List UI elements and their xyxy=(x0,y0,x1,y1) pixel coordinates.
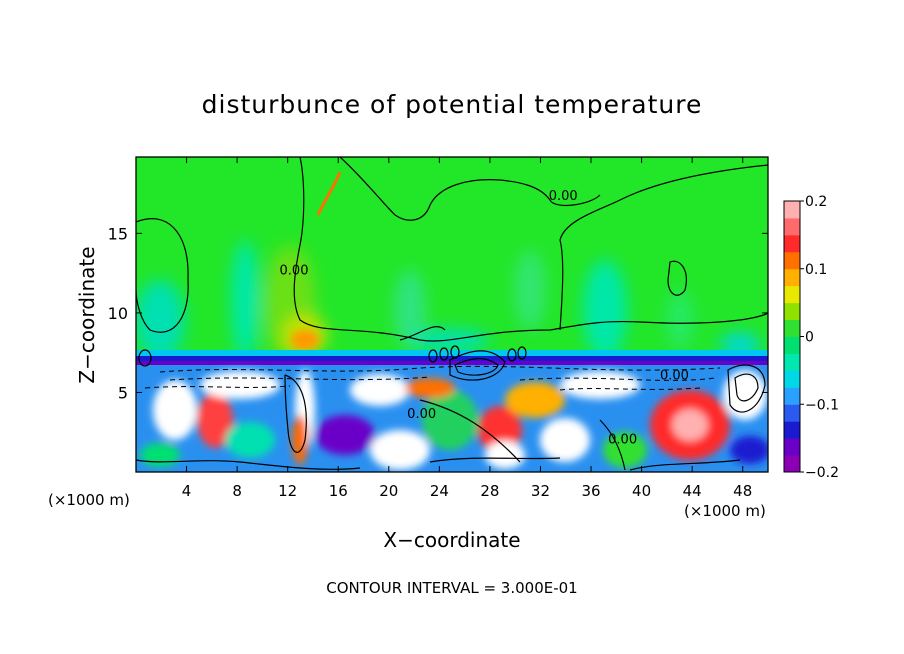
colorbar-tick-label: 0.2 xyxy=(805,194,827,210)
x-tick-label: 32 xyxy=(531,482,550,500)
y-tick-label: 5 xyxy=(118,383,128,402)
y-axis-ticks: 5 10 15 xyxy=(108,224,768,402)
x-unit-left: (×1000 m) xyxy=(48,491,130,509)
contour-label: 0.00 xyxy=(280,264,309,279)
y-tick-label: 15 xyxy=(108,224,128,243)
contour-ovals xyxy=(138,345,527,367)
x-tick-label: 8 xyxy=(232,482,242,500)
warm-core xyxy=(291,330,319,350)
y-axis-label: Z−coordinate xyxy=(75,246,99,383)
colorbar-swatch xyxy=(784,387,800,405)
plot-frame xyxy=(135,156,769,473)
x-tick-label: 36 xyxy=(581,482,600,500)
contour-interval-note: CONTOUR INTERVAL = 3.000E-01 xyxy=(326,579,577,597)
colorbar-swatch xyxy=(784,404,800,422)
x-unit-right: (×1000 m) xyxy=(684,502,766,520)
colorbar-swatch xyxy=(784,370,800,388)
contour-label: 0.00 xyxy=(660,369,689,384)
x-axis-ticks: 4 8 12 16 20 24 28 32 36 40 44 48 xyxy=(182,157,752,500)
y-tick-label: 10 xyxy=(108,304,128,323)
contour-label: 0.00 xyxy=(549,189,578,204)
colorbar-swatch xyxy=(784,268,800,287)
colorbar-swatch xyxy=(784,251,800,270)
colorbar-tick-label: 0.1 xyxy=(805,262,827,278)
colorbar-swatch xyxy=(784,201,800,219)
colorbar-swatch xyxy=(784,336,800,354)
x-tick-label: 4 xyxy=(182,482,192,500)
contour-lines xyxy=(136,157,768,471)
colorbar-swatch xyxy=(784,319,800,337)
colorbar-swatch xyxy=(784,353,800,371)
colorbar-swatch xyxy=(784,285,800,304)
colorbar: 0.2 0.1 0 −0.1 −0.2 xyxy=(783,194,839,481)
colorbar-swatch xyxy=(784,234,800,253)
x-tick-label: 40 xyxy=(632,482,651,500)
tropopause-band-violet xyxy=(136,361,768,365)
colorbar-swatch xyxy=(784,438,800,456)
colorbar-swatch xyxy=(784,217,800,236)
contour-label: 0.00 xyxy=(407,407,436,422)
contour-label: 0.00 xyxy=(608,432,637,447)
x-tick-label: 28 xyxy=(480,482,499,500)
x-tick-label: 20 xyxy=(379,482,398,500)
x-tick-label: 16 xyxy=(329,482,348,500)
dashed-contours xyxy=(144,365,721,391)
tropopause-band-top xyxy=(136,350,768,359)
contour-labels: 0.00 0.00 0.00 0.00 0.00 xyxy=(280,189,689,447)
x-axis-label: X−coordinate xyxy=(383,528,520,552)
chart-title: disturbunce of potential temperature xyxy=(202,90,703,119)
x-tick-label: 24 xyxy=(430,482,449,500)
x-tick-label: 48 xyxy=(733,482,752,500)
x-tick-label: 44 xyxy=(683,482,702,500)
x-tick-label: 12 xyxy=(278,482,297,500)
colorbar-swatch xyxy=(784,421,800,439)
colorbar-tick-label: 0 xyxy=(805,330,814,346)
colorbar-tick-label: −0.1 xyxy=(805,397,839,413)
plot-area xyxy=(136,157,768,472)
colorbar-swatch xyxy=(784,455,800,473)
colorbar-tick-label: −0.2 xyxy=(805,465,839,481)
orange-filament xyxy=(316,171,342,216)
colorbar-swatch xyxy=(784,302,800,321)
